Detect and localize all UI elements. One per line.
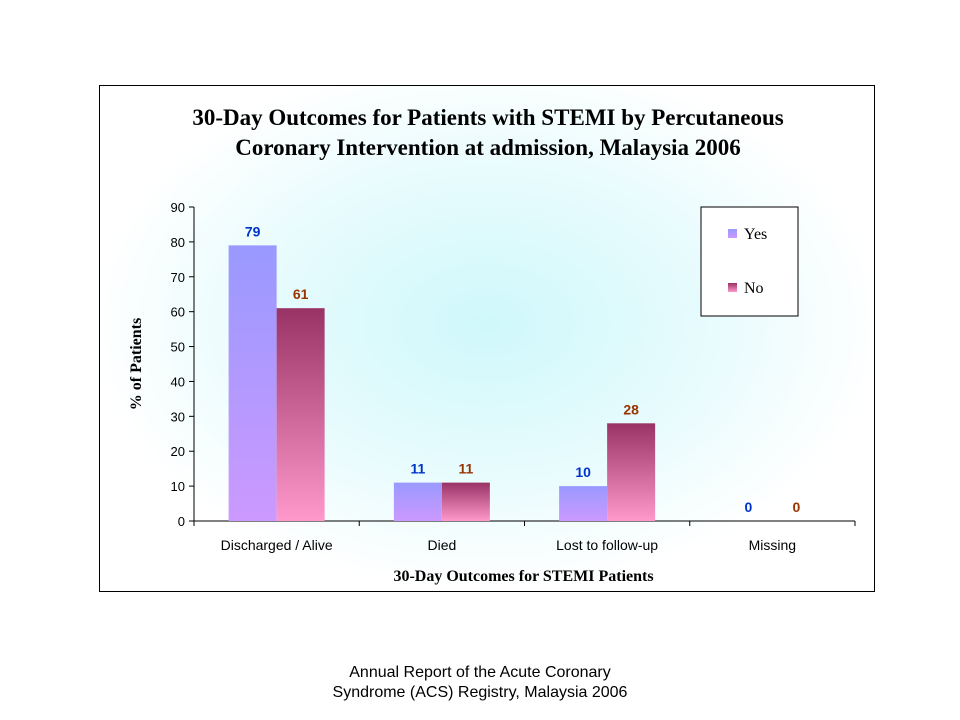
- data-label-yes: 10: [575, 464, 591, 480]
- x-tick-label: Discharged / Alive: [221, 537, 333, 553]
- x-tick-label: Died: [427, 537, 456, 553]
- y-tick-label: 30: [171, 409, 185, 424]
- y-tick-label: 90: [171, 200, 185, 215]
- y-axis-label: % of Patients: [128, 318, 145, 410]
- chart-title-line-1: 30-Day Outcomes for Patients with STEMI …: [192, 105, 783, 130]
- legend-box: [700, 206, 799, 317]
- data-label-no: 61: [293, 286, 309, 302]
- legend-swatch-yes: [728, 229, 737, 238]
- legend-label-no: No: [744, 280, 764, 297]
- y-tick-label: 10: [171, 479, 185, 494]
- bar-yes: [228, 245, 277, 521]
- bar-yes: [393, 482, 442, 521]
- data-label-no: 28: [623, 401, 639, 417]
- bar-no: [607, 423, 656, 521]
- chart-frame: 30-Day Outcomes for Patients with STEMI …: [99, 85, 875, 592]
- y-tick-label: 70: [171, 270, 185, 285]
- bar-chart: 30-Day Outcomes for Patients with STEMI …: [128, 105, 856, 585]
- caption-line-1: Annual Report of the Acute Coronary: [349, 664, 611, 681]
- bar-no: [441, 482, 490, 521]
- y-tick-label: 20: [171, 444, 185, 459]
- x-axis-label: 30-Day Outcomes for STEMI Patients: [393, 568, 653, 585]
- bar-no: [276, 308, 325, 521]
- data-label-no: 0: [792, 499, 800, 515]
- y-tick-label: 50: [171, 340, 185, 355]
- x-tick-label: Missing: [749, 537, 796, 553]
- data-label-yes: 79: [245, 223, 261, 239]
- bar-yes: [559, 486, 608, 521]
- data-label-no: 11: [458, 461, 473, 477]
- y-tick-label: 60: [171, 305, 185, 320]
- chart-title-line-2: Coronary Intervention at admission, Mala…: [235, 135, 741, 160]
- caption-line-2: Syndrome (ACS) Registry, Malaysia 2006: [332, 684, 628, 701]
- x-tick-label: Lost to follow-up: [556, 537, 658, 553]
- legend-swatch-no: [728, 283, 737, 292]
- y-tick-label: 40: [171, 374, 185, 389]
- data-label-yes: 0: [744, 499, 752, 515]
- data-label-yes: 11: [410, 461, 425, 477]
- y-tick-label: 80: [171, 235, 185, 250]
- y-tick-label: 0: [178, 514, 185, 529]
- legend-label-yes: Yes: [744, 226, 767, 243]
